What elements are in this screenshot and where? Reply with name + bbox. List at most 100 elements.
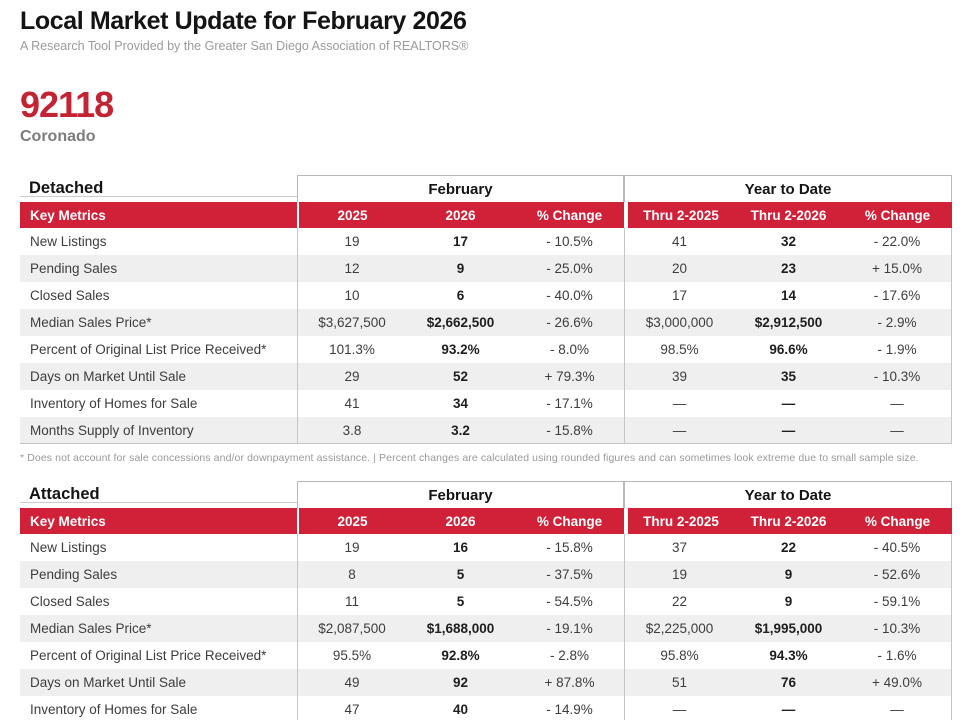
table-row: Pending Sales 8 5 - 37.5% 19 9 - 52.6%: [20, 561, 952, 588]
group-header-year-to-date: Year to Date: [624, 481, 952, 508]
table-row: Days on Market Until Sale 29 52 + 79.3% 39 35…: [20, 363, 952, 390]
table-row: Months Supply of Inventory 3.8 3.2 - 15.8% —…: [20, 417, 952, 444]
column-header-2025: 2025: [297, 202, 406, 228]
value-cell: 101.3%: [297, 336, 406, 363]
value-cell: + 49.0%: [843, 669, 952, 696]
value-cell: —: [781, 701, 796, 717]
value-cell: - 19.1%: [546, 621, 593, 636]
metric-cell: Closed Sales: [30, 594, 110, 609]
value-cell: - 17.1%: [546, 396, 593, 411]
metric-cell: Closed Sales: [30, 288, 110, 303]
zip-code: 92118: [20, 84, 114, 125]
section-title-detached: Detached: [20, 175, 297, 202]
metric-cell: Percent of Original List Price Received*: [30, 342, 267, 357]
value-cell: 41: [297, 390, 406, 417]
value-cell: 23: [780, 261, 797, 276]
value-cell: + 15.0%: [843, 255, 952, 282]
metric-cell: Days on Market Until Sale: [30, 675, 187, 690]
metric-cell: Months Supply of Inventory: [30, 422, 194, 438]
value-cell: - 15.8%: [546, 540, 593, 555]
column-header-2026: 2026: [445, 207, 476, 223]
group-header-year-to-date: Year to Date: [624, 175, 952, 202]
value-cell: - 8.0%: [549, 342, 590, 357]
value-cell: 47: [297, 696, 406, 720]
value-cell: - 40.0%: [546, 288, 593, 303]
value-cell: —: [781, 396, 796, 411]
value-cell: - 22.0%: [843, 228, 952, 255]
value-cell: 95.5%: [297, 642, 406, 669]
value-cell: $2,662,500: [426, 315, 495, 330]
value-cell: + 79.3%: [544, 369, 595, 384]
market-table-detached: Detached February Year to Date Key Metri…: [20, 175, 952, 444]
value-cell: 16: [452, 540, 469, 555]
value-cell: 9: [784, 594, 793, 609]
page-title: Local Market Update for February 2026: [20, 7, 467, 35]
value-cell: 93.2%: [441, 342, 480, 357]
value-cell: - 59.1%: [843, 588, 952, 615]
value-cell: 10: [297, 282, 406, 309]
column-header-thru-2026: Thru 2-2026: [750, 513, 827, 529]
metric-cell: New Listings: [30, 234, 107, 249]
value-cell: —: [843, 417, 952, 443]
metric-cell: Median Sales Price*: [30, 621, 152, 636]
value-cell: 22: [624, 588, 734, 615]
value-cell: —: [624, 696, 734, 720]
table-row: Pending Sales 12 9 - 25.0% 20 23 + 15.0%: [20, 255, 952, 282]
value-cell: - 52.6%: [843, 561, 952, 588]
footnote: * Does not account for sale concessions …: [20, 452, 919, 464]
value-cell: 19: [624, 561, 734, 588]
column-header-2025: 2025: [297, 508, 406, 534]
value-cell: $2,225,000: [624, 615, 734, 642]
value-cell: 49: [297, 669, 406, 696]
value-cell: 29: [297, 363, 406, 390]
value-cell: 92: [452, 675, 469, 690]
table-row: Closed Sales 11 5 - 54.5% 22 9 - 59.1%: [20, 588, 952, 615]
value-cell: - 54.5%: [546, 594, 593, 609]
table-row: Median Sales Price* $3,627,500 $2,662,500 -…: [20, 309, 952, 336]
value-cell: - 2.8%: [549, 648, 590, 663]
value-cell: 51: [624, 669, 734, 696]
metric-cell: New Listings: [30, 540, 107, 555]
value-cell: $1,995,000: [754, 621, 823, 636]
group-header-february: February: [297, 175, 624, 202]
value-cell: $3,627,500: [297, 309, 406, 336]
table-header-row: Key Metrics 2025 2026 % Change Thru 2-20…: [20, 508, 952, 534]
value-cell: 98.5%: [624, 336, 734, 363]
value-cell: 37: [624, 534, 734, 561]
value-cell: 19: [297, 534, 406, 561]
value-cell: $2,087,500: [297, 615, 406, 642]
column-header-pct-change-ytd: % Change: [864, 207, 931, 223]
value-cell: $2,912,500: [754, 315, 823, 330]
metric-cell: Pending Sales: [30, 567, 118, 582]
column-header-thru-2026: Thru 2-2026: [750, 207, 827, 223]
value-cell: 5: [456, 567, 465, 582]
table-row: Median Sales Price* $2,087,500 $1,688,000 -…: [20, 615, 952, 642]
value-cell: —: [843, 390, 952, 417]
value-cell: 9: [784, 567, 793, 582]
value-cell: 11: [297, 588, 406, 615]
column-header-pct-change-ytd: % Change: [864, 513, 931, 529]
metric-cell: Percent of Original List Price Received*: [30, 648, 267, 663]
value-cell: 92.8%: [441, 648, 480, 663]
value-cell: 5: [456, 594, 465, 609]
value-cell: 41: [624, 228, 734, 255]
value-cell: 17: [624, 282, 734, 309]
table-section-row: Attached February Year to Date: [20, 481, 952, 508]
column-header-pct-change: % Change: [536, 513, 603, 529]
value-cell: 94.3%: [769, 648, 808, 663]
table-row: New Listings 19 16 - 15.8% 37 22 - 40.5%: [20, 534, 952, 561]
table-row: Inventory of Homes for Sale 47 40 - 14.9% — —…: [20, 696, 952, 720]
value-cell: $3,000,000: [624, 309, 734, 336]
column-header-key-metrics: Key Metrics: [30, 207, 106, 223]
table-row: Percent of Original List Price Received*…: [20, 642, 952, 669]
group-header-february: February: [297, 481, 624, 508]
table-row: Percent of Original List Price Received*…: [20, 336, 952, 363]
value-cell: 35: [780, 369, 797, 384]
value-cell: 8: [297, 561, 406, 588]
value-cell: 3.8: [297, 417, 406, 443]
value-cell: —: [843, 696, 952, 720]
value-cell: 52: [452, 369, 469, 384]
value-cell: 76: [780, 675, 797, 690]
value-cell: + 87.8%: [544, 675, 595, 690]
value-cell: 95.8%: [624, 642, 734, 669]
